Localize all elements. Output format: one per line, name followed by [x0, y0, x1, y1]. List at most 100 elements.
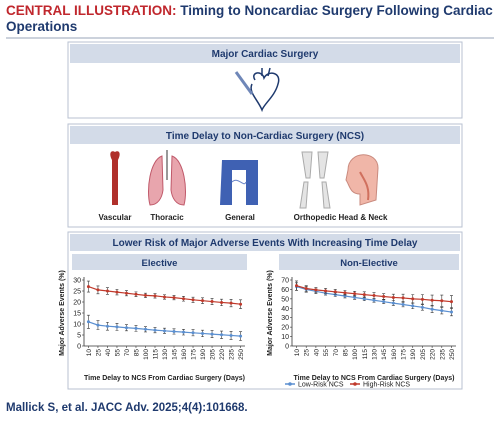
panel-header — [70, 44, 460, 63]
point — [314, 288, 318, 292]
x-tick-label: 100 — [352, 349, 359, 360]
header-label: CENTRAL ILLUSTRATION: — [6, 3, 177, 18]
point — [449, 310, 453, 314]
point — [430, 298, 434, 302]
organ-label: Orthopedic — [294, 213, 337, 222]
y-tick-label: 20 — [281, 325, 289, 332]
point — [411, 304, 415, 308]
point — [163, 329, 166, 333]
x-tick-label: 235 — [229, 349, 236, 360]
panel-title: Major Cardiac Surgery — [212, 49, 319, 60]
y-tick-label: 50 — [281, 296, 289, 303]
x-tick-label: 190 — [200, 349, 207, 360]
x-tick-label: 115 — [152, 349, 159, 360]
point — [430, 307, 434, 311]
x-tick-label: 250 — [449, 349, 456, 360]
header-title: Timing to Noncardiac Surgery Following C… — [6, 3, 493, 34]
x-tick-label: 145 — [172, 349, 179, 360]
x-tick-label: 175 — [401, 349, 408, 360]
x-tick-label: 250 — [238, 349, 245, 360]
chart-header — [279, 254, 459, 270]
x-tick-label: 205 — [210, 349, 217, 360]
point — [382, 300, 386, 304]
point — [333, 290, 337, 294]
point — [210, 300, 214, 304]
point — [391, 301, 395, 305]
y-tick-label: 70 — [281, 278, 289, 285]
point — [172, 296, 176, 300]
organ-label: General — [225, 213, 255, 222]
point — [210, 332, 214, 336]
panel-title: Time Delay to Non-Cardiac Surgery (NCS) — [166, 131, 364, 142]
point — [295, 284, 299, 288]
panel-header — [70, 234, 460, 251]
x-tick-label: 10 — [86, 349, 93, 357]
point — [449, 300, 453, 304]
point — [105, 289, 109, 293]
point — [182, 330, 186, 334]
x-tick-label: 205 — [420, 349, 427, 360]
x-tick-label: 220 — [219, 349, 226, 360]
y-tick-label: 60 — [281, 287, 289, 294]
point — [229, 301, 233, 305]
point — [201, 299, 205, 303]
point — [304, 286, 308, 290]
x-tick-label: 130 — [372, 349, 379, 360]
point — [401, 296, 405, 300]
point — [182, 297, 186, 301]
x-tick-label: 160 — [391, 349, 398, 360]
legend-label: Low-Risk NCS — [298, 382, 344, 389]
point — [96, 288, 100, 292]
point — [220, 333, 224, 337]
x-tick-label: 40 — [105, 349, 112, 357]
organ-label: Vascular — [99, 213, 132, 222]
y-tick-label: 25 — [73, 289, 81, 296]
point — [382, 295, 386, 298]
point — [153, 328, 157, 332]
x-tick-label: 175 — [191, 349, 198, 360]
organ-label: Head & Neck — [339, 213, 388, 222]
x-tick-label: 160 — [181, 349, 188, 360]
point — [239, 334, 243, 338]
point — [372, 298, 376, 302]
chart-title: Non-Elective — [340, 258, 398, 269]
point — [420, 305, 424, 309]
point — [391, 295, 395, 299]
x-tick-label: 130 — [162, 349, 169, 360]
x-tick-label: 115 — [362, 349, 369, 360]
organ-label: Thoracic — [150, 213, 184, 222]
organ-icons — [110, 150, 379, 209]
point — [324, 289, 328, 293]
point — [353, 292, 357, 296]
x-tick-label: 190 — [410, 349, 417, 360]
heart-icon — [234, 67, 280, 113]
y-tick-label: 0 — [285, 344, 289, 351]
panel-header — [70, 126, 460, 144]
x-tick-label: 10 — [294, 349, 301, 357]
x-tick-label: 40 — [313, 349, 320, 357]
x-tick-label: 220 — [430, 349, 437, 360]
point — [134, 292, 138, 296]
x-tick-label: 55 — [114, 349, 121, 357]
point — [229, 333, 233, 337]
point — [191, 331, 195, 335]
point — [420, 297, 424, 301]
point — [353, 295, 357, 299]
x-tick-label: 70 — [124, 349, 131, 357]
point — [86, 285, 90, 289]
y-tick-label: 10 — [73, 322, 81, 329]
y-tick-label: 10 — [281, 334, 289, 341]
point — [172, 329, 176, 333]
y-axis-label: Major Adverse Events (%) — [267, 270, 274, 356]
x-tick-label: 70 — [333, 349, 340, 357]
y-tick-label: 40 — [281, 306, 289, 313]
point — [343, 291, 347, 295]
x-tick-label: 145 — [381, 349, 388, 360]
y-tick-label: 15 — [73, 311, 81, 318]
x-tick-label: 55 — [323, 349, 330, 357]
legend-label: High-Risk NCS — [363, 382, 410, 389]
point — [96, 323, 100, 327]
y-tick-label: 30 — [73, 278, 81, 285]
point — [143, 327, 147, 331]
